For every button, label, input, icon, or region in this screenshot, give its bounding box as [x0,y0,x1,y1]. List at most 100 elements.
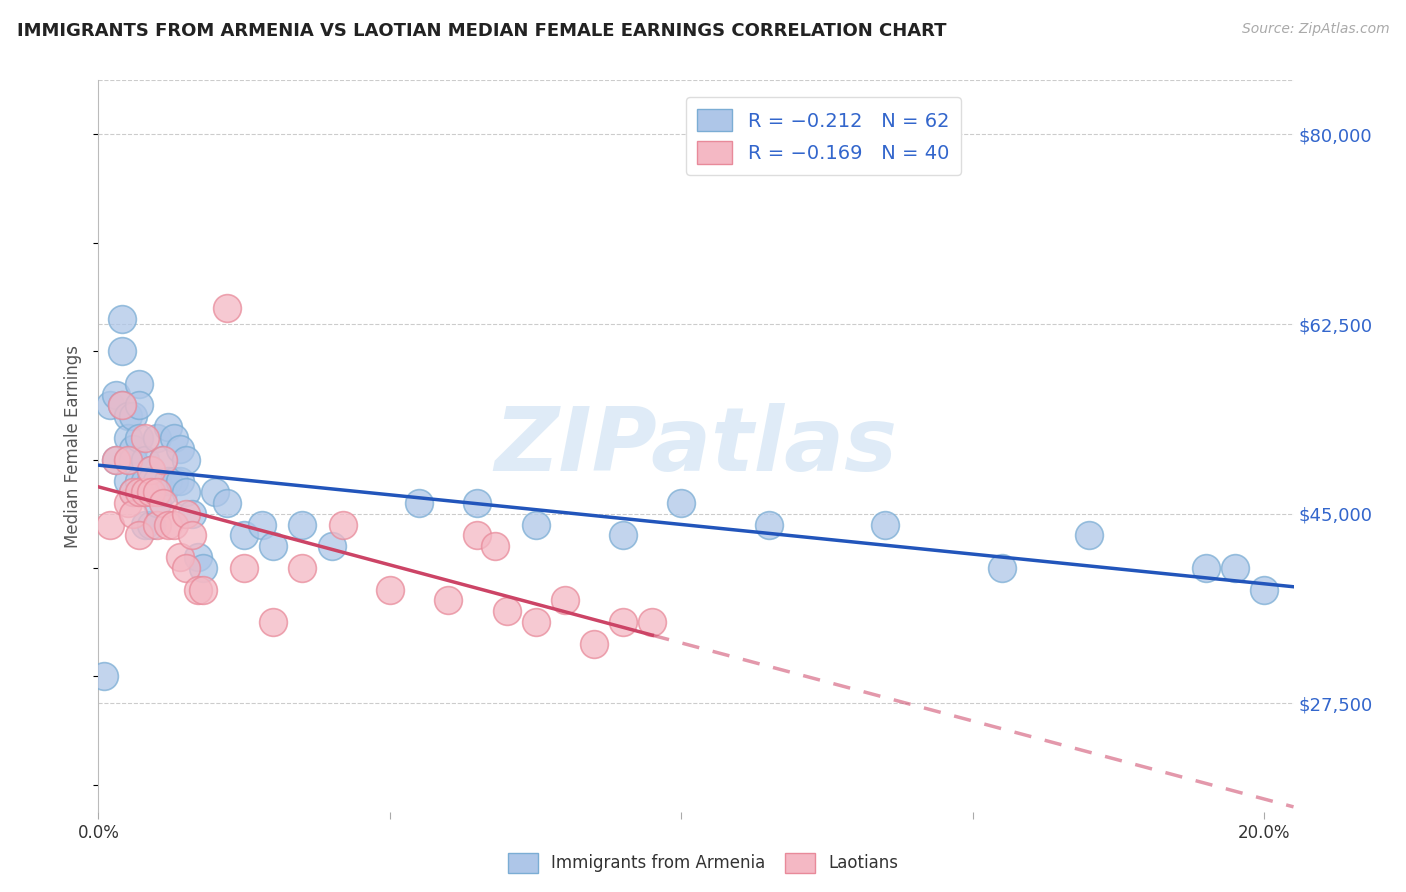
Point [174,452,197,467]
Point [152,452,174,467]
Legend: R = −0.212   N = 62, R = −0.169   N = 40: R = −0.212 N = 62, R = −0.169 N = 40 [686,97,962,176]
Point [467,496,489,510]
Point [152,452,174,467]
Point [378,582,401,597]
Point [152,496,174,510]
Point [139,463,162,477]
Point [139,485,162,500]
Point [291,517,314,532]
Point [117,431,139,445]
Point [128,528,150,542]
Point [163,431,186,445]
Text: Source: ZipAtlas.com: Source: ZipAtlas.com [1241,22,1389,37]
Point [193,582,215,597]
Point [467,528,489,542]
Point [180,528,202,542]
Point [215,301,238,315]
Point [145,474,167,488]
Point [122,507,145,521]
Point [204,485,226,500]
Point [152,485,174,500]
Y-axis label: Median Female Earnings: Median Female Earnings [65,344,83,548]
Point [262,615,284,629]
Point [169,442,191,456]
Point [134,485,156,500]
Point [134,431,156,445]
Point [1225,561,1247,575]
Point [321,539,343,553]
Point [104,452,127,467]
Point [145,431,167,445]
Point [111,344,134,359]
Point [98,517,121,532]
Point [128,376,150,391]
Point [495,604,517,618]
Point [122,409,145,424]
Point [139,474,162,488]
Point [134,517,156,532]
Point [671,496,693,510]
Point [104,387,127,401]
Point [1253,582,1275,597]
Point [233,528,256,542]
Point [111,311,134,326]
Point [111,398,134,412]
Point [117,496,139,510]
Point [1195,561,1218,575]
Point [612,615,634,629]
Point [93,669,115,683]
Point [180,507,202,521]
Point [134,452,156,467]
Point [524,517,547,532]
Point [1078,528,1101,542]
Point [145,485,167,500]
Point [134,474,156,488]
Point [122,485,145,500]
Point [117,452,139,467]
Point [122,452,145,467]
Point [169,550,191,565]
Point [117,409,139,424]
Point [641,615,664,629]
Point [98,398,121,412]
Point [122,485,145,500]
Point [174,561,197,575]
Point [157,420,180,434]
Point [128,431,150,445]
Text: ZIPatlas: ZIPatlas [495,402,897,490]
Point [117,452,139,467]
Point [139,463,162,477]
Point [233,561,256,575]
Point [163,517,186,532]
Point [163,474,186,488]
Point [174,507,197,521]
Point [122,442,145,456]
Point [291,561,314,575]
Point [758,517,780,532]
Point [186,582,208,597]
Point [104,452,127,467]
Point [193,561,215,575]
Point [117,474,139,488]
Point [128,474,150,488]
Point [157,474,180,488]
Point [484,539,506,553]
Point [157,517,180,532]
Point [250,517,273,532]
Point [215,496,238,510]
Point [991,561,1014,575]
Point [582,637,605,651]
Point [612,528,634,542]
Point [186,550,208,565]
Point [145,517,167,532]
Point [262,539,284,553]
Point [145,496,167,510]
Point [111,398,134,412]
Point [554,593,576,607]
Point [524,615,547,629]
Point [134,485,156,500]
Point [174,485,197,500]
Point [437,593,460,607]
Point [408,496,430,510]
Point [139,517,162,532]
